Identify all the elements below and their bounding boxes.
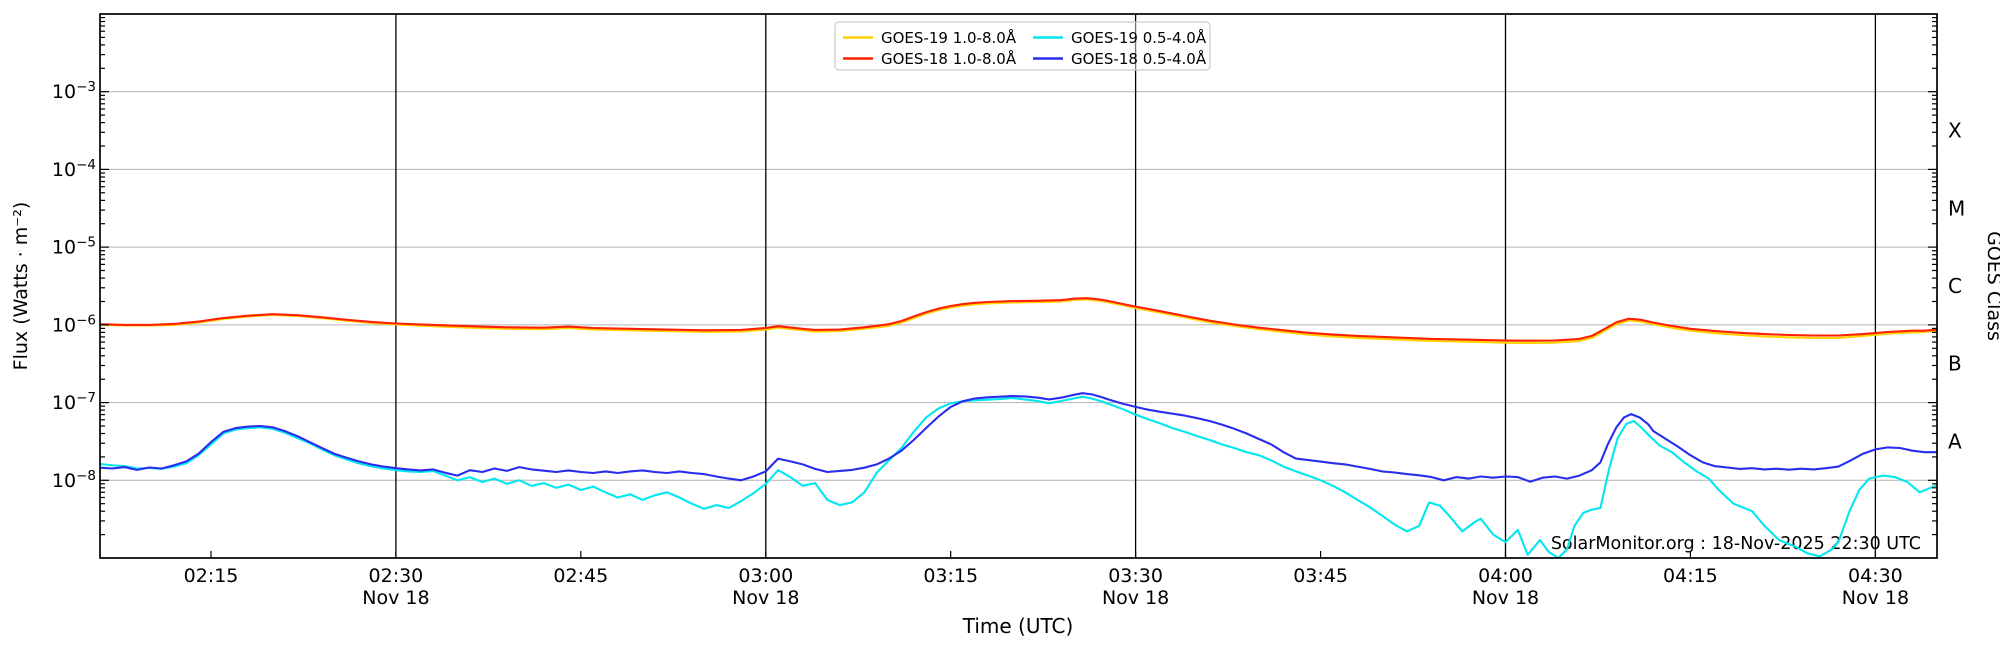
y-tick-label: 10−5: [52, 235, 96, 259]
x-tick-date-label: Nov 18: [1842, 587, 1909, 609]
legend-item: GOES-19 1.0-8.0Å: [843, 28, 1017, 47]
y-tick-label: 10−8: [52, 468, 96, 492]
goes-class-letter: B: [1948, 352, 1962, 376]
goes-class-letter: M: [1948, 196, 1965, 220]
gridlines: [100, 91, 1937, 481]
y-tick-label: 10−7: [52, 390, 96, 414]
y-tick-labels: 10−3 10−4 10−5 10−6 10−7 10−8: [52, 79, 96, 492]
legend-label: GOES-18 1.0-8.0Å: [881, 49, 1017, 68]
plot-border: [99, 13, 1938, 559]
x-tick-label: 04:15: [1663, 565, 1718, 587]
goes-class-letter: C: [1948, 274, 1962, 298]
legend-label: GOES-19 0.5-4.0Å: [1071, 28, 1207, 47]
goes-class-letter: X: [1948, 119, 1962, 143]
curve-goes19-short: [100, 395, 1937, 558]
legend-label: GOES-19 1.0-8.0Å: [881, 28, 1017, 47]
x-tick-label: 04:30: [1848, 565, 1903, 587]
curve-goes18-long: [100, 297, 1937, 342]
x-tick-date-label: Nov 18: [1472, 587, 1539, 609]
watermark: SolarMonitor.org : 18-Nov-2025 22:30 UTC: [1551, 534, 1921, 554]
x-tick-label: 03:30: [1108, 565, 1163, 587]
curve-goes18-short: [100, 392, 1937, 483]
legend-label: GOES-18 0.5-4.0Å: [1071, 49, 1207, 68]
x-axis-label: Time (UTC): [962, 614, 1074, 638]
curve-goes19-long: [100, 298, 1937, 345]
axis-ticks: [100, 17, 1937, 558]
x-tick-label: 03:45: [1293, 565, 1348, 587]
x-tick-date-label: Nov 18: [1102, 587, 1169, 609]
x-tick-label: 02:45: [553, 565, 608, 587]
y-tick-label: 10−3: [52, 79, 96, 103]
legend-box: [834, 21, 1211, 71]
flux-curves: [100, 297, 1937, 558]
legend-item: GOES-19 0.5-4.0Å: [1033, 28, 1207, 47]
legend-item: GOES-18 1.0-8.0Å: [843, 49, 1017, 68]
x-tick-label: 04:00: [1478, 565, 1533, 587]
x-tick-label: 02:30: [369, 565, 424, 587]
right-axis-label: GOES Class: [1983, 231, 2000, 341]
x-tick-date-label: Nov 18: [732, 587, 799, 609]
y-axis-label: Flux (Watts · m⁻²): [10, 202, 32, 371]
y-tick-label: 10−4: [52, 157, 96, 181]
y-tick-label: 10−6: [52, 312, 96, 336]
x-tick-date-label: Nov 18: [362, 587, 429, 609]
goes-class-letter: A: [1948, 430, 1962, 454]
x-tick-label: 03:15: [923, 565, 978, 587]
date-separator-lines: [395, 14, 1877, 558]
x-tick-label: 03:00: [738, 565, 793, 587]
goes-class-letters: X M C B A: [1948, 119, 1965, 454]
legend: GOES-19 1.0-8.0Å GOES-18 1.0-8.0Å GOES-19 …: [834, 21, 1211, 71]
legend-item: GOES-18 0.5-4.0Å: [1033, 49, 1207, 68]
x-tick-label: 02:15: [184, 565, 239, 587]
